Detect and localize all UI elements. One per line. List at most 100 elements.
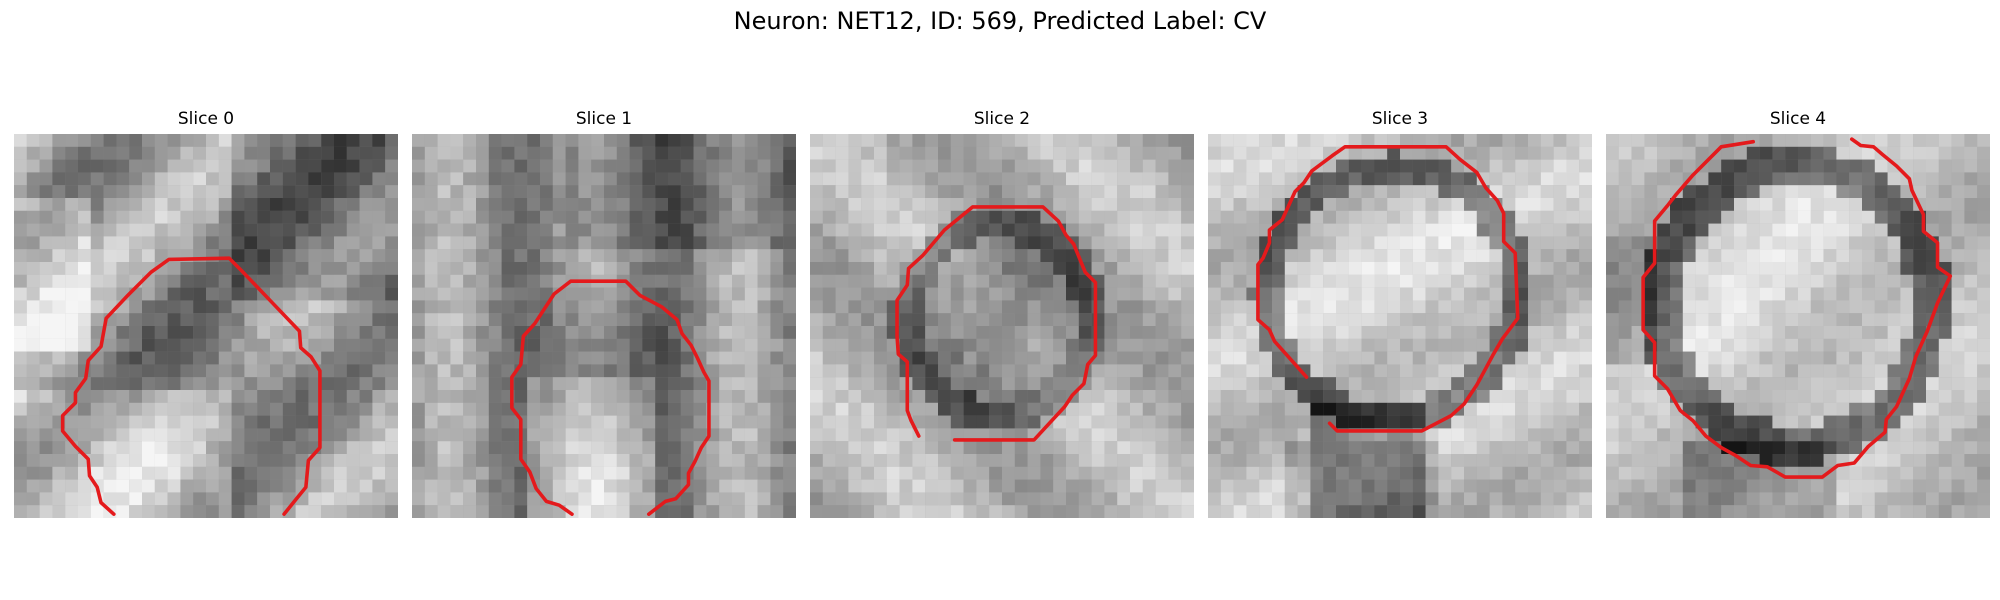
pixel [1078,415,1092,429]
pixel [1964,402,1978,416]
pixel [1759,351,1773,365]
pixel [180,479,194,493]
pixel [1670,300,1683,314]
pixel [154,198,168,211]
pixel [346,364,360,378]
pixel [1142,441,1156,455]
pixel [642,249,656,263]
pixel [591,134,605,147]
pixel [1181,402,1194,416]
pixel [1476,146,1490,160]
pixel [116,223,130,237]
pixel [206,274,219,288]
pixel [129,198,143,211]
pixel [706,300,720,314]
pixel [732,402,745,416]
pixel [1078,428,1092,442]
pixel [424,287,438,301]
pixel [1606,198,1619,211]
pixel [835,236,849,250]
pixel [321,223,335,237]
pixel [1284,492,1298,506]
pixel [78,262,91,275]
pixel [719,313,733,327]
pixel [282,466,296,480]
pixel [604,185,617,199]
pixel [1785,313,1799,327]
pixel [1374,159,1388,173]
pixel [372,300,386,314]
pixel [90,287,104,301]
pixel [1425,262,1439,275]
pixel [52,210,66,224]
pixel [770,287,784,301]
pixel [1746,287,1760,301]
pixel [450,313,464,327]
pixel [26,351,40,365]
pixel [886,428,900,442]
pixel [1772,159,1786,173]
pixel [90,313,104,327]
pixel [218,287,232,301]
pixel [668,210,681,224]
pixel [1027,274,1041,288]
pixel [1721,210,1735,224]
pixel [129,338,143,352]
pixel [193,326,207,339]
pixel [142,134,155,147]
pixel [1734,338,1747,352]
pixel [1900,262,1914,275]
pixel [90,364,104,378]
pixel [450,505,464,518]
slice-title-2: Slice 2 [973,109,1031,129]
pixel [1259,300,1273,314]
pixel [270,466,283,480]
pixel [154,249,168,263]
pixel [1323,390,1337,403]
pixel [129,492,143,506]
pixel [938,441,951,455]
pixel [1400,377,1413,391]
pixel [1220,338,1234,352]
pixel [912,185,926,199]
pixel [1823,236,1837,250]
pixel [103,134,117,147]
pixel [1810,454,1824,467]
pixel [886,466,900,480]
pixel [78,338,91,352]
pixel [1208,198,1221,211]
pixel [193,505,207,518]
pixel [527,185,541,199]
pixel [206,390,219,403]
pixel [321,505,335,518]
pixel [257,351,271,365]
pixel [321,159,335,173]
pixel [1259,172,1273,186]
pixel [1053,441,1067,455]
pixel [1913,402,1927,416]
pixel [1528,454,1541,467]
pixel [1540,262,1554,275]
pixel [295,505,309,518]
pixel [1606,223,1619,237]
pixel [1168,415,1182,429]
pixel [1438,134,1452,147]
pixel [848,274,862,288]
pixel [1862,185,1875,199]
pixel [142,313,155,327]
pixel [822,479,836,493]
pixel [1553,159,1567,173]
pixel [642,313,656,327]
pixel [565,262,579,275]
pixel [1091,492,1105,506]
pixel [270,428,283,442]
pixel [450,326,464,339]
pixel [1181,428,1194,442]
pixel [1297,338,1311,352]
pixel [1040,402,1054,416]
pixel [206,505,219,518]
pixel [450,390,464,403]
pixel [668,198,681,211]
pixel [308,159,322,173]
pixel [810,351,823,365]
